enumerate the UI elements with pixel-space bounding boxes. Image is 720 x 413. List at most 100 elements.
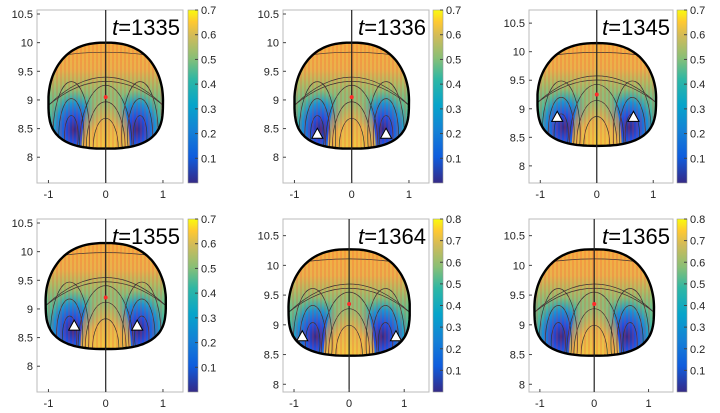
triangle-marker [379,127,393,139]
colorbar-tick-label: 0.7 [446,236,461,248]
x-tick-label: -1 [290,189,300,201]
x-tick-label: 0 [346,398,352,410]
triangle-marker [389,329,403,342]
title-value: =1355 [118,224,180,249]
colorbar-tick-label: 0.7 [201,214,216,226]
title-variable: t [112,15,119,40]
center-point [347,302,352,307]
colorbar-tick-label: 0.1 [446,365,461,377]
colorbar-tick-label: 0.6 [690,30,705,42]
y-tick-label: 9.5 [264,290,279,302]
title-variable: t [112,224,119,249]
y-tick-label: 10 [21,247,33,259]
colorbar-tick-label: 0.7 [201,5,216,17]
triangle-marker [550,110,564,122]
x-tick-label: 0 [103,398,109,410]
x-tick-label: 1 [406,189,412,201]
colorbar-tick-label: 0.7 [690,236,705,248]
y-tick-label: 8.5 [18,333,33,345]
x-tick-label: 1 [160,398,166,410]
x-tick-label: -1 [44,189,54,201]
y-tick-label: 10 [267,38,279,50]
y-tick-label: 8.5 [18,124,33,136]
y-tick-label: 10.5 [504,18,525,30]
title-variable: t [358,15,365,40]
colorbar [676,9,688,184]
title-value: =1364 [364,224,426,249]
colorbar-tick-label: 0.5 [446,279,461,291]
panel-title: t=1335 [112,15,180,40]
x-tick-label: 0 [349,189,355,201]
colorbar-tick-label: 0.7 [690,5,705,17]
colorbar-tick-label: 0.4 [201,288,216,300]
colorbar [187,218,199,393]
colorbar-tick-label: 0.6 [201,239,216,251]
colorbar-tick-label: 0.1 [690,365,705,377]
y-tick-label: 9.5 [510,75,525,87]
y-tick-label: 10.5 [12,218,33,230]
colorbar-tick-label: 0.5 [201,263,216,275]
droplet-field [288,249,410,356]
y-tick-label: 8.5 [510,350,525,362]
y-tick-label: 9 [519,104,525,116]
colorbar-tick-label: 0.5 [446,54,461,66]
panel-title: t=1345 [602,15,670,40]
center-point [594,92,599,97]
y-tick-label: 9.5 [510,290,525,302]
y-tick-label: 10 [267,260,279,272]
colorbar-tick-label: 0.3 [446,104,461,116]
colorbar-tick-label: 0.1 [201,153,216,165]
y-tick-label: 8.5 [264,124,279,136]
x-tick-label: -1 [535,398,545,410]
panel-title: t=1355 [112,224,180,249]
x-tick-label: 0 [591,398,597,410]
colorbar-tick-label: 0.3 [201,313,216,325]
colorbar-tick-label: 0.2 [690,129,705,141]
y-tick-label: 9 [27,95,33,107]
y-tick-label: 10.5 [258,9,279,21]
y-tick-label: 9.5 [264,66,279,78]
title-variable: t [602,15,609,40]
panel-6: 8 8.5 9 9.5 10 10.5 -1 0 1 t=1365 0.1 0.2 0.3 0.4 0.5 0… [504,214,706,410]
triangle-marker [67,319,81,331]
y-tick-label: 10.5 [258,231,279,243]
y-tick-label: 9 [27,304,33,316]
colorbar-tick-label: 0.2 [690,344,705,356]
triangle-marker [295,329,309,342]
colorbar-tick-label: 0.5 [690,279,705,291]
title-value: =1336 [364,15,426,40]
center-point [592,302,597,307]
center-point [103,295,108,300]
colorbar-tick-label: 0.3 [201,104,216,116]
colorbar-tick-label: 0.4 [690,79,705,91]
colorbar-tick-label: 0.4 [201,79,216,91]
colorbar-tick-label: 0.6 [201,30,216,42]
panel-1: 8 8.5 9 9.5 10 10.5 -1 0 1 t=1335 0.1 0.2 0.3 0.4 0.5 0… [12,5,217,201]
panel-2: 8 8.5 9 9.5 10 10.5 -1 0 1 t=1336 0.1 0.2 0.3 0.4 0.5 0… [258,5,462,201]
colorbar-tick-label: 0.2 [201,338,216,350]
colorbar-tick-label: 0.4 [446,301,461,313]
colorbar-tick-label: 0.8 [446,214,461,226]
colorbar-tick-label: 0.6 [446,257,461,269]
title-value: =1345 [608,15,670,40]
title-variable: t [602,224,609,249]
colorbar-tick-label: 0.3 [690,104,705,116]
x-tick-label: 1 [160,189,166,201]
y-tick-label: 10.5 [504,231,525,243]
y-tick-label: 10 [21,38,33,50]
colorbar-tick-label: 0.4 [446,79,461,91]
triangle-marker [311,127,324,139]
colorbar-tick-label: 0.3 [690,322,705,334]
colorbar-tick-label: 0.8 [690,214,705,226]
colorbar [187,9,199,184]
y-tick-label: 10 [513,47,525,59]
title-value: =1335 [118,15,180,40]
y-tick-label: 8 [519,161,525,173]
y-tick-label: 8 [273,152,279,164]
triangle-marker [627,110,640,122]
y-tick-label: 8 [519,379,525,391]
center-point [349,95,354,100]
colorbar-tick-label: 0.2 [446,344,461,356]
colorbar-tick-label: 0.1 [201,362,216,374]
